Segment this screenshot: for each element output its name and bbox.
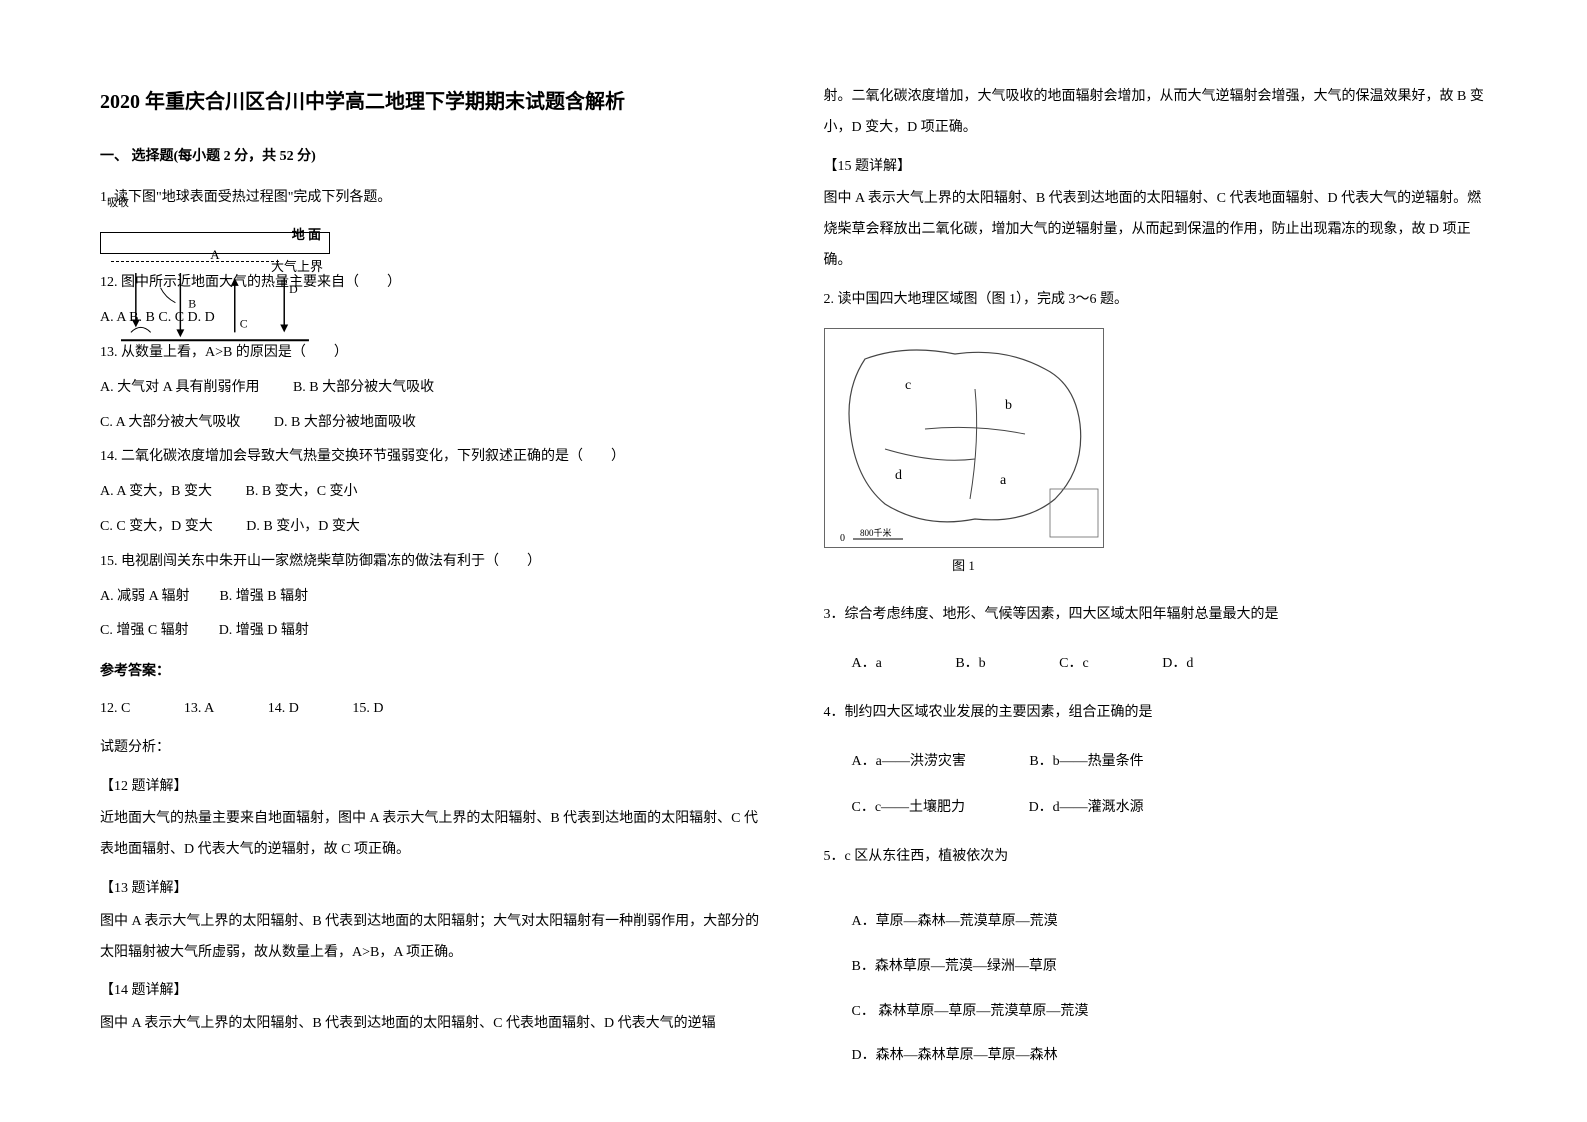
ground-label: 地 面 (292, 221, 321, 250)
ans-13: 13. A (184, 694, 214, 725)
svg-text:c: c (905, 378, 911, 393)
ans-15: 15. D (352, 694, 383, 725)
map-svg: c b d a 0 800千米 (825, 329, 1105, 549)
q5-text: 5．c 区从东往西，植被依次为 (824, 842, 1488, 873)
q5-b: B．森林草原—荒漠—绿洲—草原 (852, 952, 1488, 983)
page-title: 2020 年重庆合川区合川中学高二地理下学期期末试题含解析 (100, 80, 764, 124)
q13-row1: A. 大气对 A 具有削弱作用 B. B 大部分被大气吸收 (100, 373, 764, 404)
d12-p: 近地面大气的热量主要来自地面辐射，图中 A 表示大气上界的太阳辐射、B 代表到达… (100, 804, 764, 866)
q5-opts: A．草原—森林—荒漠草原—荒漠 B．森林草原—荒漠—绿洲—草原 C． 森林草原—… (824, 893, 1488, 1086)
arrows-svg: B C D (121, 273, 309, 342)
section-header: 一、 选择题(每小题 2 分，共 52 分) (100, 142, 764, 173)
q15-c: C. 增强 C 辐射 (100, 616, 189, 647)
q4-d: D．d——灌溉水源 (1029, 793, 1144, 824)
q15-text: 15. 电视剧闯关东中朱开山一家燃烧柴草防御霜冻的做法有利于（ ） (100, 547, 764, 578)
answer-row: 12. C 13. A 14. D 15. D (100, 694, 764, 725)
svg-text:b: b (1005, 398, 1012, 413)
q4-row1: A．a——洪涝灾害 B．b——热量条件 (824, 747, 1488, 778)
d15-h: 【15 题详解】 (824, 152, 1488, 183)
q5-d: D．森林—森林草原—草原—森林 (852, 1041, 1488, 1072)
svg-text:C: C (240, 316, 248, 330)
absorb-label: 吸收 (107, 191, 129, 215)
svg-text:B: B (188, 296, 196, 310)
d14-p2: 射。二氧化碳浓度增加，大气吸收的地面辐射会增加，从而大气逆辐射会增强，大气的保温… (824, 82, 1488, 144)
q3-text: 3．综合考虑纬度、地形、气候等因素，四大区域太阳年辐射总量最大的是 (824, 600, 1488, 631)
d13-h: 【13 题详解】 (100, 874, 764, 905)
q13-b: B. B 大部分被大气吸收 (293, 373, 434, 404)
q3-d: D．d (1162, 649, 1193, 680)
d13-p: 图中 A 表示大气上界的太阳辐射、B 代表到达地面的太阳辐射；大气对太阳辐射有一… (100, 907, 764, 969)
q15-row2: C. 增强 C 辐射 D. 增强 D 辐射 (100, 616, 764, 647)
q5-a: A．草原—森林—荒漠草原—荒漠 (852, 907, 1488, 938)
q13-a: A. 大气对 A 具有削弱作用 (100, 373, 259, 404)
q4-a: A．a——洪涝灾害 (852, 747, 966, 778)
q13-text: 13. 从数量上看，A>B 的原因是（ ） (100, 338, 764, 369)
q14-c: C. C 变大，D 变大 (100, 512, 213, 543)
q4-row2: C．c——土壤肥力 D．d——灌溉水源 (824, 793, 1488, 824)
q3-c: C．c (1059, 649, 1089, 680)
q5-c: C． 森林草原—草原—荒漠草原—荒漠 (852, 997, 1488, 1028)
svg-text:D: D (289, 281, 298, 295)
answer-label: 参考答案： (100, 657, 764, 688)
q14-row1: A. A 变大，B 变大 B. B 变大，C 变小 (100, 477, 764, 508)
left-column: 2020 年重庆合川区合川中学高二地理下学期期末试题含解析 一、 选择题(每小题… (100, 80, 764, 1042)
svg-text:d: d (895, 468, 902, 483)
svg-text:0: 0 (840, 533, 845, 544)
d14-h: 【14 题详解】 (100, 976, 764, 1007)
right-column: 射。二氧化碳浓度增加，大气吸收的地面辐射会增加，从而大气逆辐射会增强，大气的保温… (824, 80, 1488, 1042)
d12-h: 【12 题详解】 (100, 772, 764, 803)
svg-text:800千米: 800千米 (860, 527, 892, 538)
map-caption: 图 1 (824, 552, 1104, 581)
atm-boundary-line (111, 261, 279, 262)
figure-china-map: c b d a 0 800千米 (824, 328, 1104, 548)
q15-b: B. 增强 B 辐射 (219, 582, 308, 613)
q14-row2: C. C 变大，D 变大 D. B 变小，D 变大 (100, 512, 764, 543)
q14-d: D. B 变小，D 变大 (246, 512, 360, 543)
q4-b: B．b——热量条件 (1029, 747, 1143, 778)
q4-text: 4．制约四大区域农业发展的主要因素，组合正确的是 (824, 698, 1488, 729)
q13-row2: C. A 大部分被大气吸收 D. B 大部分被地面吸收 (100, 408, 764, 439)
d15-p: 图中 A 表示大气上界的太阳辐射、B 代表到达地面的太阳辐射、C 代表地面辐射、… (824, 184, 1488, 276)
q3-a: A．a (852, 649, 882, 680)
q13-d: D. B 大部分被地面吸收 (274, 408, 416, 439)
q13-c: C. A 大部分被大气吸收 (100, 408, 240, 439)
analysis-label: 试题分析： (100, 733, 764, 764)
q3-b: B．b (955, 649, 985, 680)
q14-b: B. B 变大，C 变小 (246, 477, 358, 508)
ans-12: 12. C (100, 694, 130, 725)
q4-c: C．c——土壤肥力 (852, 793, 966, 824)
q15-d: D. 增强 D 辐射 (219, 616, 309, 647)
q2-intro: 2. 读中国四大地理区域图（图 1），完成 3～6 题。 (824, 285, 1488, 316)
svg-text:a: a (1000, 473, 1007, 488)
fig-label-a: A (210, 241, 219, 270)
q15-a: A. 减弱 A 辐射 (100, 582, 189, 613)
q14-a: A. A 变大，B 变大 (100, 477, 212, 508)
q14-text: 14. 二氧化碳浓度增加会导致大气热量交换环节强弱变化，下列叙述正确的是（ ） (100, 442, 764, 473)
q1-intro: 1. 读下图"地球表面受热过程图"完成下列各题。 (100, 183, 764, 214)
d14-p1: 图中 A 表示大气上界的太阳辐射、B 代表到达地面的太阳辐射、C 代表地面辐射、… (100, 1009, 764, 1040)
ans-14: 14. D (268, 694, 299, 725)
q15-row1: A. 减弱 A 辐射 B. 增强 B 辐射 (100, 582, 764, 613)
figure-atmosphere: A 大气上界 吸收 B C D 地 面 (100, 232, 330, 255)
q3-opts: A．a B．b C．c D．d (824, 649, 1488, 680)
